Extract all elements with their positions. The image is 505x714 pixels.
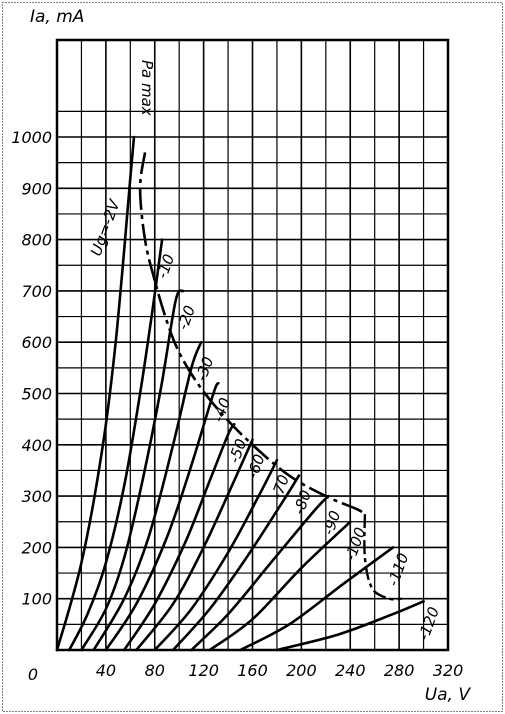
x-tick-label: 160	[237, 661, 268, 680]
plot-border	[55, 38, 450, 652]
curve-line	[275, 600, 425, 652]
x-axis-label: Ua, V	[425, 685, 472, 705]
power-limit-curve	[138, 152, 402, 601]
curve-line	[239, 546, 395, 652]
curve-line	[171, 474, 301, 652]
limit-curve-drop	[363, 514, 402, 601]
curve-line	[122, 423, 236, 652]
curve-line	[153, 458, 279, 652]
curve-line	[104, 381, 220, 652]
curve-line	[55, 135, 136, 652]
curve-line	[92, 340, 203, 652]
curve-label: -30	[192, 354, 217, 383]
curve-line	[80, 289, 185, 652]
curve-line	[208, 520, 352, 652]
curve-line	[67, 238, 164, 652]
curves	[55, 135, 425, 652]
x-origin-label: 0	[28, 665, 38, 684]
limit-curve-label: Pa max	[138, 60, 156, 116]
x-tick-label: 40	[96, 661, 116, 680]
y-axis-label: Ia, mA	[30, 7, 84, 27]
curve-label: Ug=-2V	[87, 196, 124, 259]
y-tick-label: 100	[21, 590, 52, 609]
y-tick-label: 1000	[11, 128, 52, 147]
x-tick-label: 80	[145, 661, 165, 680]
x-tick-labels: 40 80 120 160 200 240 280 320	[96, 661, 464, 680]
y-tick-label: 900	[21, 179, 52, 198]
y-tick-label: 300	[21, 487, 52, 506]
y-tick-label: 200	[21, 538, 52, 557]
y-tick-label: 400	[21, 436, 52, 455]
curve-line	[190, 494, 330, 652]
curve-line	[135, 438, 254, 652]
x-tick-label: 120	[188, 661, 219, 680]
curve-label: -90	[319, 508, 344, 537]
y-tick-labels: 100 200 300 400 500 600 700 800 900 1000	[11, 128, 52, 609]
curve-label: -20	[174, 303, 199, 332]
curve-label: -10	[153, 252, 178, 281]
x-tick-label: 240	[335, 661, 366, 680]
y-tick-label: 800	[21, 231, 52, 250]
x-tick-label: 280	[384, 661, 415, 680]
y-tick-label: 500	[21, 385, 52, 404]
curve-label: -40	[209, 395, 234, 424]
y-tick-label: 600	[21, 333, 52, 352]
curve-label: -110	[384, 551, 413, 589]
x-tick-label: 200	[286, 661, 317, 680]
x-tick-label: 320	[433, 661, 464, 680]
limit-curve-line	[138, 152, 366, 516]
y-tick-label: 700	[21, 282, 52, 301]
curve-label: -120	[414, 605, 443, 643]
